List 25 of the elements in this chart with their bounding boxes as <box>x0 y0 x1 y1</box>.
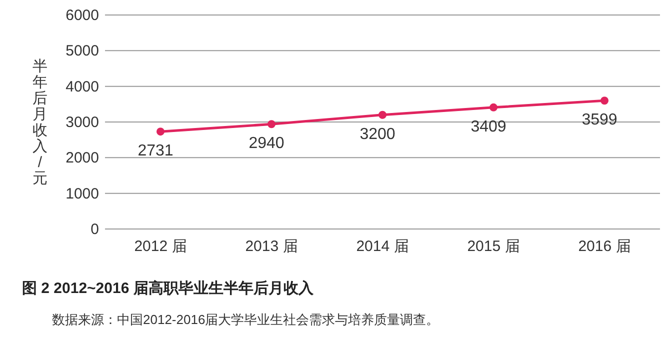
data-label: 2731 <box>138 142 174 160</box>
text: 图 2 2012~2016 届高职毕业生半年后月收入 <box>22 279 314 297</box>
data-label: 3599 <box>582 112 618 129</box>
x-tick-label: 2013 届 <box>245 238 298 255</box>
x-tick-label: 2016 届 <box>578 238 631 255</box>
x-tick-label: 2012 届 <box>134 238 187 255</box>
point <box>490 103 498 112</box>
point <box>268 120 276 128</box>
x-tick-label: 2015 届 <box>467 238 520 255</box>
data-label: 2940 <box>248 135 284 152</box>
y-tick-label: 4000 <box>66 78 99 96</box>
y-tick-label: 3000 <box>66 114 99 131</box>
source-note: 数据来源：中国2012-2016届大学毕业生社会需求与培养质量调查。 <box>52 312 440 327</box>
x-tick-label: 2014 届 <box>356 238 409 255</box>
y-tick-label: 0 <box>90 221 99 238</box>
data-label: 3409 <box>470 118 506 136</box>
point <box>378 110 386 119</box>
y-tick-label: 5000 <box>66 42 99 60</box>
y-tick-label: 1000 <box>66 185 99 202</box>
point <box>156 128 164 136</box>
y-tick-label: 6000 <box>66 7 99 24</box>
y-tick-label: 2000 <box>66 150 99 167</box>
point <box>600 96 608 105</box>
data-label: 3200 <box>360 126 396 143</box>
y-axis-title: 半年后月收入/元 <box>32 58 48 187</box>
